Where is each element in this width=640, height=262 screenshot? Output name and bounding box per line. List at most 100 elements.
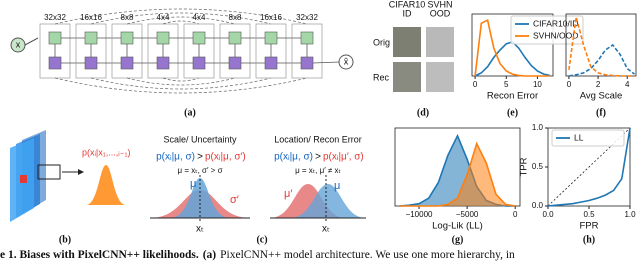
column-label: CIFAR10	[389, 0, 426, 9]
y-tick-label: 0.0	[532, 201, 544, 210]
legend-label: LL	[574, 132, 584, 142]
purple-unit	[120, 56, 134, 70]
image	[426, 62, 454, 92]
inequality-rhs: p(xᵢ|μ, σ′)	[205, 152, 246, 163]
x-tick-label: 0	[567, 80, 572, 89]
purple-unit	[156, 56, 170, 70]
block-size: 8x8	[121, 13, 134, 22]
output-label: x̂	[344, 56, 349, 66]
series-line	[547, 127, 631, 207]
curve-label: μ	[334, 180, 340, 192]
input-label: x	[16, 39, 21, 49]
column-label: ID	[403, 8, 413, 18]
block-size: 32x32	[44, 13, 66, 22]
row-label: Rec	[373, 72, 390, 82]
plot-frame	[471, 13, 554, 77]
pixel-stack	[10, 130, 84, 222]
panel-label: (d)	[417, 107, 429, 118]
y-axis-label: TPR	[519, 157, 530, 176]
green-unit	[120, 31, 134, 45]
skip-connection	[126, 16, 236, 25]
inequality-lhs: p(xᵢ|μ, σ)	[274, 152, 313, 163]
column-label: SVHN	[427, 0, 452, 9]
skip-connection	[162, 77, 200, 82]
block-size: 16x16	[80, 13, 102, 22]
panel-label: (a)	[184, 107, 196, 118]
block-frame	[219, 23, 251, 79]
skip-connection	[90, 12, 272, 25]
arrow	[312, 61, 340, 64]
skip-connection	[54, 77, 308, 94]
series-line	[568, 16, 635, 77]
inequality-op: >	[197, 152, 203, 163]
inequality-lhs: p(xᵢ|μ, σ)	[156, 152, 195, 163]
x-tick-label: 10	[533, 80, 542, 89]
panel-label: (e)	[507, 107, 518, 118]
title: Scale/ Uncertainty	[163, 134, 237, 144]
image	[393, 62, 421, 92]
plot-frame	[565, 13, 637, 77]
green-unit	[48, 31, 62, 45]
series-line	[474, 40, 551, 77]
panel-label: (f)	[596, 107, 606, 118]
density-area	[399, 141, 516, 207]
series-line	[474, 19, 550, 77]
image	[426, 27, 454, 57]
y-tick-label: 0.5	[532, 162, 544, 171]
purple-unit	[192, 56, 206, 70]
axis-label: xₜ	[322, 224, 330, 235]
panel-label: (g)	[452, 234, 464, 245]
block-size: 16x16	[260, 13, 282, 22]
inequality-op: >	[315, 152, 321, 163]
legend-label: SVHN/OOD	[533, 30, 578, 40]
block-frame	[291, 23, 323, 79]
formula: p(xᵢ|x₁,...,ᵢ₋₁)	[82, 147, 131, 157]
caption-text: PixelCNN++ model architecture. We use on…	[220, 249, 515, 261]
curve-label: σ′	[230, 194, 239, 206]
caption-lead: e 1. Biases with PixelCNN++ likelihoods.	[0, 249, 199, 261]
legend-box	[551, 129, 625, 147]
legend-box	[510, 15, 584, 45]
x-tick-label: 2	[596, 80, 601, 89]
diagonal	[547, 127, 631, 207]
arrow	[24, 37, 39, 46]
x-axis-label: FPR	[580, 221, 599, 232]
condition: μ = xₜ, μ′ ≠ xₜ	[295, 166, 341, 175]
x-tick-label: 5	[504, 80, 509, 89]
curve-label: μ′	[284, 188, 292, 200]
condition: μ = xₜ, σ′ > σ	[177, 166, 222, 175]
caption-ref: (a)	[203, 249, 217, 261]
purple-unit	[300, 56, 314, 70]
block-size: 32x32	[296, 13, 318, 22]
gaussian	[86, 165, 126, 205]
green-unit	[84, 31, 98, 45]
title: Location/ Recon Error	[274, 134, 362, 144]
inequality-rhs: p(xᵢ|μ′, σ)	[323, 152, 364, 163]
green-unit	[156, 31, 170, 45]
block-frame	[183, 23, 215, 79]
skip-connection	[126, 77, 236, 86]
x-tick-label: −10000	[406, 210, 433, 219]
purple-unit	[228, 56, 242, 70]
x-tick-label: 0.5	[583, 210, 595, 219]
x-axis-label: Avg Scale	[580, 91, 623, 102]
x-tick-label: 0	[473, 80, 478, 89]
skip-connection	[90, 77, 272, 90]
x-tick-label: 0	[513, 210, 518, 219]
x-tick-label: 0.0	[542, 210, 554, 219]
green-unit	[228, 31, 242, 45]
x-tick-label: −5000	[456, 210, 479, 219]
purple-unit	[264, 56, 278, 70]
x-tick-label: 1.0	[624, 210, 636, 219]
row-label: Orig	[373, 37, 390, 47]
purple-unit	[48, 56, 62, 70]
block-frame	[255, 23, 287, 79]
axis-label: xₜ	[196, 224, 204, 235]
block-size: 4x4	[157, 13, 170, 22]
panel-label: (c)	[256, 234, 267, 245]
column-label: OOD	[430, 8, 451, 18]
c-right: Location/ Recon Error p(xᵢ|μ, σ) > p(xᵢ|…	[270, 134, 366, 235]
panel-label: (b)	[59, 234, 71, 245]
block-size: 4x4	[193, 13, 206, 22]
